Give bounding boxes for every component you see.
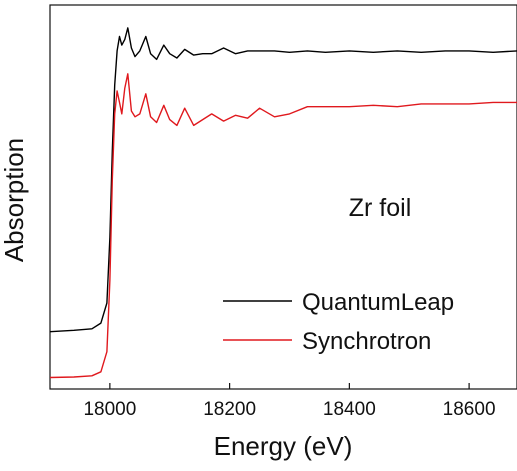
series-line-synchrotron (49, 73, 517, 379)
y-axis-label: Absorption (0, 138, 29, 262)
x-tick-label: 18000 (83, 399, 136, 420)
legend-label-quantumleap: QuantumLeap (302, 289, 454, 316)
series-line-quantumleap (49, 27, 517, 333)
plot-frame (49, 4, 517, 390)
x-tick-label: 18200 (203, 399, 256, 420)
x-ticks: 18000 18200 18400 18600 (83, 383, 496, 420)
annotation-label: Zr foil (349, 194, 412, 222)
legend: QuantumLeap Synchrotron (223, 289, 454, 355)
series-layer (49, 27, 517, 379)
x-tick-label: 18600 (443, 399, 496, 420)
x-tick-label: 18400 (323, 399, 376, 420)
x-axis-label: Energy (eV) (214, 431, 353, 461)
legend-label-synchrotron: Synchrotron (302, 328, 431, 355)
